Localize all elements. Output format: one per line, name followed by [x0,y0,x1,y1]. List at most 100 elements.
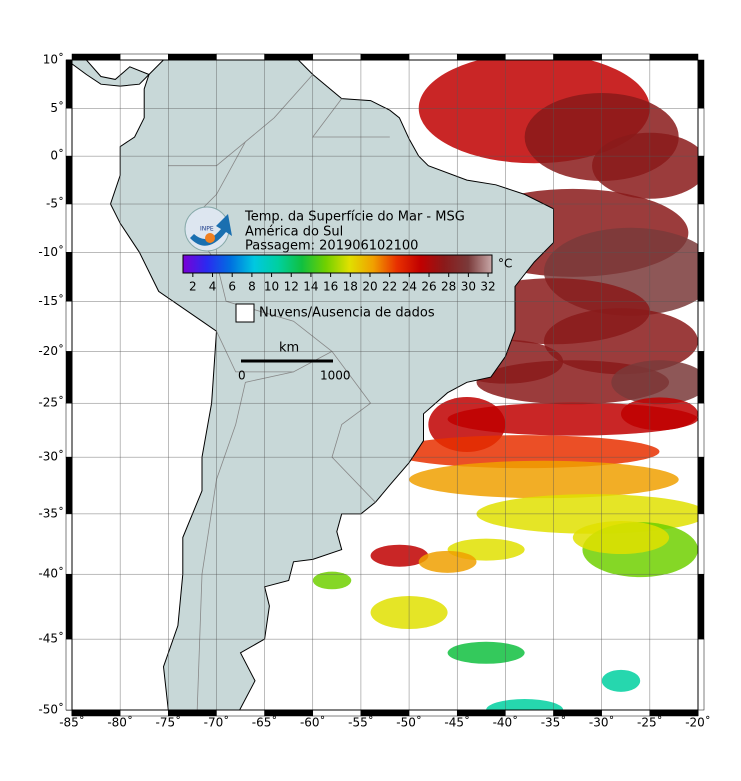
frame-segment [65,252,73,302]
frame-segment [65,513,73,575]
frame-segment [553,53,602,61]
frame-segment [65,108,73,157]
frame-segment [65,301,73,352]
lat-tick-label: -20˚ [38,343,64,358]
legend-swatch [235,303,255,323]
lat-tick-label: -40˚ [38,566,64,581]
colorbar-ramp [182,254,493,274]
info-box: INPE Temp. da Superfície do Mar - MSG Am… [184,206,465,383]
lat-tick-label: -10˚ [38,244,64,259]
colorbar: 2 4 6 8 10 12 14 16 18 20 22 24 26 28 30 32°C [182,254,512,294]
sst-patch [572,521,670,555]
frame-segment [697,203,705,253]
border [311,98,390,138]
lat-tick-label: -35˚ [38,505,64,520]
lon-tick-label: -70˚ [204,715,230,730]
lon-tick-label: -20˚ [685,715,711,730]
logo-arrow [190,214,232,246]
frame-segment [697,108,705,157]
sst-patch [370,544,429,567]
frame-segment [65,203,73,253]
lat-tick-label: -25˚ [38,395,64,410]
lat-tick-label: 0˚ [50,148,64,163]
frame-segment [697,573,705,640]
colorbar-tick-label: 10 [264,280,279,294]
frame-segment [697,252,705,302]
colorbar-tick-label: 32 [480,280,495,294]
colorbar-tick-label: 4 [209,280,217,294]
lat-tick-label: -15˚ [38,293,64,308]
frame-segment [456,53,506,61]
lon-tick-label: -85˚ [59,715,85,730]
colorbar-tick-label: 6 [228,280,236,294]
lat-tick-label: 10˚ [43,52,64,67]
lon-tick-label: -65˚ [252,715,278,730]
logo-sun [205,233,215,243]
frame-segment [697,301,705,352]
lat-tick-label: 5˚ [50,100,64,115]
frame-segment [697,402,705,458]
scale-start: 0 [238,369,246,383]
frame-segment [649,53,699,61]
frame-segment [505,53,554,61]
sst-patch [447,641,525,664]
colorbar-tick-label: 12 [284,280,299,294]
lat-tick-label: -45˚ [38,631,64,646]
frame-border [71,59,699,711]
subtitle: América do Sul [245,225,343,240]
frame-segment [408,53,458,61]
sst-patch [611,360,698,405]
colorbar-tick-label: 30 [461,280,476,294]
colorbar-tick-label: 20 [362,280,377,294]
frame-segment [312,53,362,61]
colorbar-tick-label: 16 [323,280,338,294]
lat-tick-label: -30˚ [38,449,64,464]
colorbar-tick-label: 8 [248,280,256,294]
lon-tick-label: -25˚ [637,715,663,730]
frame-segment [65,402,73,458]
frame-segment [697,351,705,404]
axis-labels: -85˚ -80˚ -75˚ -70˚ -65˚ -60˚ -55˚ -50˚ -45˚ -40˚… [38,52,710,730]
legend-label: Nuvens/Ausencia de dados [259,306,435,321]
lat-tick-label: -5˚ [46,196,64,211]
colorbar-unit: °C [498,257,512,271]
pass-time: Passagem: 201906102100 [245,239,418,254]
frame-segment [216,53,265,61]
border [196,371,294,710]
colorbar-tick-label: 2 [189,280,197,294]
lon-tick-label: -45˚ [444,715,470,730]
sst-patch [312,571,352,590]
frame-segment [264,53,314,61]
frame-segment [65,638,73,711]
graticule [72,60,698,710]
frame-segment [697,638,705,711]
frame-segment [65,351,73,404]
lon-tick-label: -75˚ [156,715,182,730]
lon-tick-label: -35˚ [541,715,567,730]
frame-segment [697,155,705,205]
colorbar-tick-label: 22 [382,280,397,294]
frame-segment [697,59,705,109]
sst-patch [620,397,698,431]
colorbar-tick-label: 26 [421,280,436,294]
lon-tick-label: -80˚ [107,715,133,730]
lon-tick-label: -40˚ [493,715,519,730]
frame-segment [71,53,121,61]
lon-tick-label: -55˚ [348,715,374,730]
sst-patch [409,460,679,499]
frame-segment [65,155,73,205]
frame-segment [168,53,217,61]
frame-segment [65,456,73,515]
sst-patch [418,550,477,573]
frame [65,53,705,717]
scale-unit: km [279,341,299,356]
frame-segment [697,456,705,515]
frame-segment [697,513,705,575]
frame-segment [601,53,651,61]
title: Temp. da Superfície do Mar - MSG [244,210,465,225]
logo-text: INPE [200,226,214,233]
frame-segment [65,59,73,109]
lon-tick-label: -60˚ [300,715,326,730]
colorbar-tick-label: 24 [402,280,417,294]
